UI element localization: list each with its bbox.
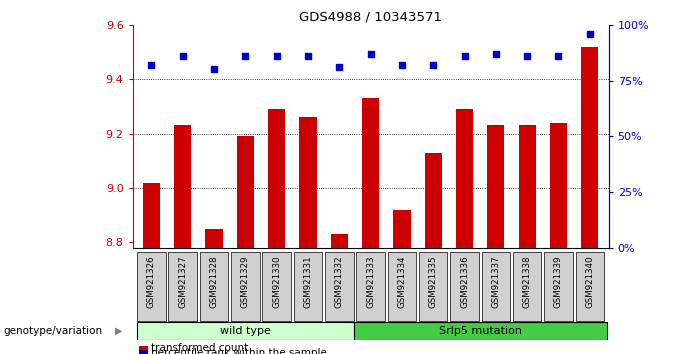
Point bbox=[490, 51, 501, 57]
Point bbox=[396, 62, 407, 68]
Bar bbox=[143, 183, 160, 248]
Text: GSM921332: GSM921332 bbox=[335, 256, 344, 308]
Bar bbox=[550, 123, 567, 248]
FancyBboxPatch shape bbox=[325, 252, 354, 321]
Bar bbox=[393, 210, 411, 248]
FancyBboxPatch shape bbox=[575, 252, 604, 321]
Point bbox=[459, 53, 470, 59]
Point bbox=[271, 53, 282, 59]
Bar bbox=[581, 46, 598, 248]
FancyBboxPatch shape bbox=[544, 252, 573, 321]
Point bbox=[365, 51, 376, 57]
FancyBboxPatch shape bbox=[481, 252, 510, 321]
FancyBboxPatch shape bbox=[262, 252, 291, 321]
FancyBboxPatch shape bbox=[419, 252, 447, 321]
Bar bbox=[354, 322, 607, 340]
Text: GSM921338: GSM921338 bbox=[523, 256, 532, 308]
Bar bbox=[424, 153, 442, 248]
Text: GSM921328: GSM921328 bbox=[209, 256, 218, 308]
FancyBboxPatch shape bbox=[137, 252, 166, 321]
Text: wild type: wild type bbox=[220, 326, 271, 336]
Bar bbox=[237, 136, 254, 248]
FancyBboxPatch shape bbox=[450, 252, 479, 321]
Text: GSM921329: GSM921329 bbox=[241, 256, 250, 308]
FancyBboxPatch shape bbox=[513, 252, 541, 321]
Text: percentile rank within the sample: percentile rank within the sample bbox=[151, 348, 327, 354]
Point bbox=[303, 53, 313, 59]
FancyBboxPatch shape bbox=[231, 252, 260, 321]
Point bbox=[553, 53, 564, 59]
Bar bbox=[362, 98, 379, 248]
Point bbox=[584, 31, 595, 36]
Title: GDS4988 / 10343571: GDS4988 / 10343571 bbox=[299, 11, 442, 24]
Text: GSM921340: GSM921340 bbox=[585, 256, 594, 308]
Text: GSM921334: GSM921334 bbox=[397, 256, 407, 308]
FancyBboxPatch shape bbox=[356, 252, 385, 321]
Text: GSM921330: GSM921330 bbox=[272, 256, 281, 308]
Point bbox=[209, 67, 220, 72]
Point bbox=[334, 64, 345, 70]
Text: transformed count: transformed count bbox=[151, 343, 248, 353]
Bar bbox=[519, 125, 536, 248]
Text: genotype/variation: genotype/variation bbox=[3, 326, 103, 336]
Bar bbox=[299, 117, 317, 248]
Point bbox=[240, 53, 251, 59]
Bar bbox=[205, 229, 222, 248]
Text: GSM921327: GSM921327 bbox=[178, 256, 187, 308]
Bar bbox=[268, 109, 286, 248]
Bar bbox=[488, 125, 505, 248]
Text: GSM921331: GSM921331 bbox=[303, 256, 313, 308]
Text: ▶: ▶ bbox=[115, 326, 122, 336]
Text: GSM921335: GSM921335 bbox=[428, 256, 438, 308]
FancyBboxPatch shape bbox=[200, 252, 228, 321]
Text: GSM921333: GSM921333 bbox=[366, 256, 375, 308]
Bar bbox=[174, 125, 191, 248]
FancyBboxPatch shape bbox=[294, 252, 322, 321]
Text: GSM921326: GSM921326 bbox=[147, 256, 156, 308]
Point bbox=[177, 53, 188, 59]
Bar bbox=[137, 322, 354, 340]
FancyBboxPatch shape bbox=[388, 252, 416, 321]
Text: GSM921339: GSM921339 bbox=[554, 256, 563, 308]
Text: GSM921337: GSM921337 bbox=[492, 256, 500, 308]
Bar bbox=[330, 234, 348, 248]
Point bbox=[522, 53, 532, 59]
Bar bbox=[456, 109, 473, 248]
Text: GSM921336: GSM921336 bbox=[460, 256, 469, 308]
Text: Srlp5 mutation: Srlp5 mutation bbox=[439, 326, 522, 336]
Point bbox=[146, 62, 157, 68]
Point bbox=[428, 62, 439, 68]
FancyBboxPatch shape bbox=[169, 252, 197, 321]
